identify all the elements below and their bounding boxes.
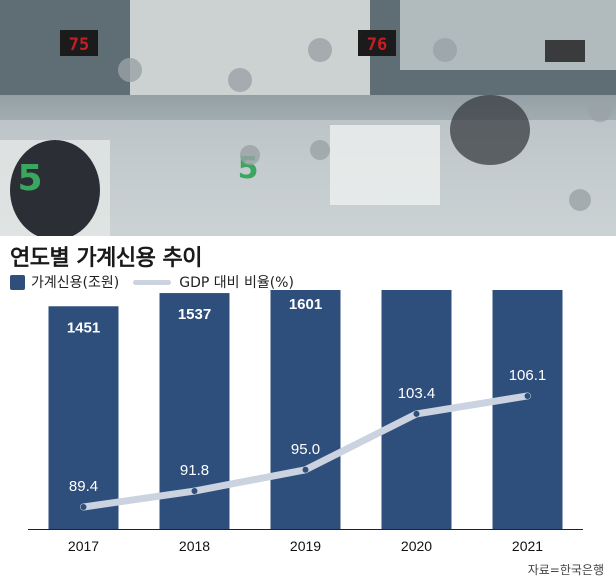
gdp-ratio-point-2019 (302, 466, 309, 473)
legend-line-label: GDP 대비 비율(%) (179, 275, 294, 291)
x-tick-2017: 2017 (68, 538, 99, 554)
glass-bracket-4 (433, 38, 457, 62)
gdp-ratio-label-2020: 103.4 (398, 385, 436, 402)
counter-display-3 (545, 40, 585, 62)
glass-bracket-5 (588, 98, 612, 122)
bar-label-2018: 1537 (178, 306, 211, 323)
legend-bar-swatch (10, 274, 25, 290)
x-tick-2021: 2021 (512, 538, 543, 554)
header-photo: 75 76 5 5 (0, 0, 616, 236)
gdp-ratio-label-2021: 106.1 (509, 367, 547, 384)
glass-bracket-2 (228, 68, 252, 92)
gdp-ratio-label-2018: 91.8 (180, 462, 209, 479)
photo-customer-left (10, 140, 100, 236)
photo-customer-right (450, 95, 530, 165)
x-tick-2019: 2019 (290, 538, 321, 554)
gdp-ratio-label-2019: 95.0 (291, 441, 320, 458)
gdp-ratio-point-2021 (524, 392, 531, 399)
gdp-ratio-point-2018 (191, 488, 198, 495)
glass-bracket-6 (240, 145, 260, 165)
counter-display-2 (358, 30, 396, 56)
glass-bracket-7 (310, 140, 330, 160)
bar-2017 (48, 306, 119, 529)
bar-label-2019: 1601 (289, 296, 322, 313)
gdp-ratio-label-2017: 89.4 (69, 478, 98, 495)
chart-title: 연도별 가계신용 추이 (10, 246, 202, 271)
gdp-ratio-point-2020 (413, 410, 420, 417)
legend-bar-label: 가계신용(조원) (31, 275, 120, 291)
x-tick-2018: 2018 (179, 538, 210, 554)
photo-desk-sign (330, 125, 440, 205)
household-credit-chart: 1451153716011728186220172018201920202021… (28, 290, 583, 554)
bar-2021 (492, 290, 563, 530)
bar-label-2020: 1728 (400, 290, 433, 294)
bank-counter-photo: 75 76 5 5 (0, 0, 616, 236)
glass-bracket-8 (569, 189, 591, 211)
gdp-ratio-point-2017 (80, 504, 87, 510)
window-number-1: 5 (17, 158, 42, 199)
glass-bracket-3 (308, 38, 332, 62)
x-tick-2020: 2020 (401, 538, 432, 554)
counter-display-1 (60, 30, 98, 56)
bar-label-2017: 1451 (67, 319, 100, 336)
counter-number-1: 75 (69, 35, 89, 55)
counter-number-2: 76 (367, 35, 387, 55)
glass-bracket-1 (118, 58, 142, 82)
source-note: 자료=한국은행 (527, 563, 604, 577)
bar-2019 (270, 290, 341, 529)
legend-line-swatch (133, 279, 172, 285)
chart-legend: 가계신용(조원) GDP 대비 비율(%) (10, 272, 294, 292)
